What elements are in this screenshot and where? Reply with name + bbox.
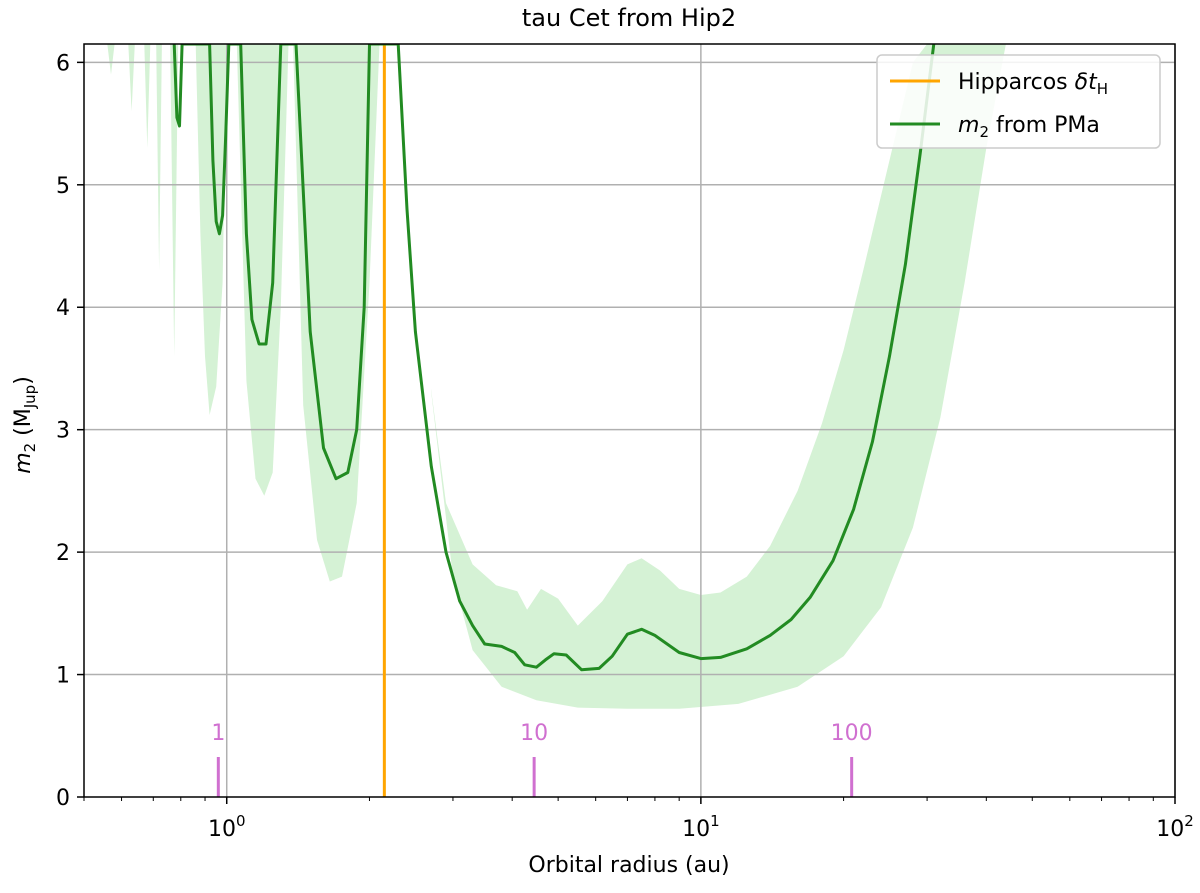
y-tick-label: 3 (56, 419, 70, 444)
period-tick-label: 100 (831, 721, 873, 746)
y-axis-label: m2 (MJup) (11, 376, 39, 474)
x-minor-ticks (83, 797, 1154, 801)
legend: Hipparcos δtH m2 from PMa (876, 54, 1161, 149)
legend-label: m2 from PMa (958, 113, 1100, 141)
x-tick-label: 101 (682, 812, 720, 842)
y-tick-label: 6 (56, 51, 70, 76)
y-axis-label-main: m (11, 452, 36, 473)
plot-layer: 1 10 100 0 1 2 3 4 5 6 100 101 102 Hipparcos δtH m2 fr… (56, 43, 1194, 842)
y-tick-label: 2 (56, 541, 70, 566)
legend-label: Hipparcos δtH (958, 70, 1108, 98)
y-tick-label: 0 (56, 786, 70, 811)
y-tick-label: 1 (56, 664, 70, 689)
x-axis-label: Orbital radius (au) (528, 853, 729, 878)
y-axis-label-unit-sub: Jup (21, 385, 39, 409)
series-line-group (172, 44, 936, 672)
period-scale: 1 10 100 (211, 721, 873, 797)
x-ticks: 100 101 102 (208, 797, 1194, 842)
period-tick-label: 10 (520, 721, 548, 746)
series-line-m2 (172, 44, 936, 672)
gridlines (84, 44, 1176, 797)
band-upper-mask (411, 44, 928, 626)
x-tick-label: 100 (208, 812, 246, 842)
y-tick-label: 5 (56, 174, 70, 199)
uncertainty-band-group (107, 44, 1020, 709)
y-tick-label: 4 (56, 296, 70, 321)
period-tick-label: 1 (211, 721, 225, 746)
chart-title: tau Cet from Hip2 (522, 4, 736, 32)
axes-frame (83, 43, 1176, 798)
y-axis-label-rest: (M (11, 408, 36, 443)
y-axis-label-text: m2 (MJup) (11, 376, 39, 474)
y-axis-label-sub: 2 (21, 443, 39, 453)
y-axis-label-close: ) (11, 376, 36, 385)
legend-box (876, 54, 1161, 149)
x-tick-label: 102 (1156, 812, 1194, 842)
y-ticks: 0 1 2 3 4 5 6 (56, 51, 84, 811)
